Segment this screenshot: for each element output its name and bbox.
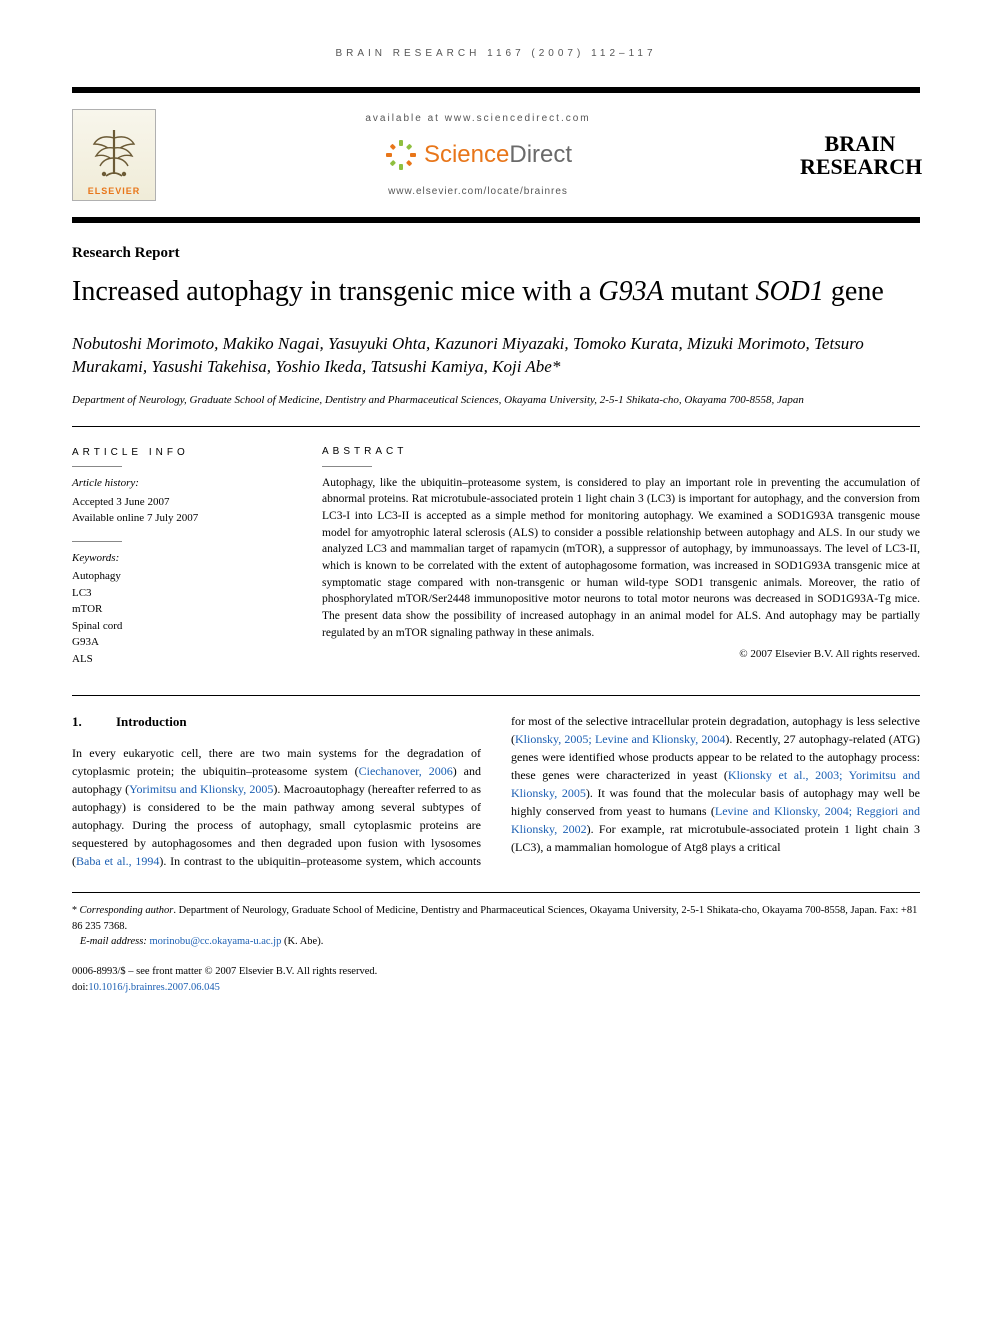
citation-link[interactable]: Klionsky, 2005; Levine and Klionsky, 200… [515, 732, 725, 746]
keyword: mTOR [72, 601, 282, 618]
star-icon: * [72, 905, 80, 916]
author-list: Nobutoshi Morimoto, Makiko Nagai, Yasuyu… [72, 333, 920, 379]
citation-link[interactable]: Baba et al., 1994 [76, 854, 159, 868]
authors-text: Nobutoshi Morimoto, Makiko Nagai, Yasuyu… [72, 334, 864, 376]
keywords-heading: Keywords: [72, 550, 282, 567]
journal-title-line1: BRAIN [800, 132, 920, 155]
abstract-divider [322, 466, 372, 467]
email-line: E-mail address: morinobu@cc.okayama-u.ac… [72, 934, 920, 950]
keyword: ALS [72, 651, 282, 668]
front-matter: 0006-8993/$ – see front matter © 2007 El… [72, 964, 920, 996]
doi-label: doi: [72, 982, 88, 993]
doi-link[interactable]: 10.1016/j.brainres.2007.06.045 [88, 982, 220, 993]
title-g93a: G93A [598, 276, 663, 307]
article-info: ARTICLE INFO Article history: Accepted 3… [72, 445, 282, 667]
abstract-text: Autophagy, like the ubiquitin–proteasome… [322, 475, 920, 642]
keyword: Spinal cord [72, 618, 282, 635]
abstract-heading: ABSTRACT [322, 445, 920, 460]
accepted-date: Accepted 3 June 2007 [72, 494, 282, 511]
email-link[interactable]: morinobu@cc.okayama-u.ac.jp [149, 936, 281, 947]
keyword: Autophagy [72, 568, 282, 585]
article-history-heading: Article history: [72, 475, 282, 492]
journal-title-box: BRAIN RESEARCH [800, 132, 920, 178]
sd-word-direct: Direct [509, 141, 572, 168]
title-part-1: Increased autophagy in transgenic mice w… [72, 276, 598, 307]
online-date: Available online 7 July 2007 [72, 510, 282, 527]
doi-line: doi:10.1016/j.brainres.2007.06.045 [72, 980, 920, 996]
sciencedirect-burst-icon [384, 138, 418, 172]
sciencedirect-logo: ScienceDirect [384, 138, 572, 172]
locate-url: www.elsevier.com/locate/brainres [176, 186, 780, 197]
article-info-heading: ARTICLE INFO [72, 445, 282, 460]
sciencedirect-text: ScienceDirect [424, 141, 572, 169]
report-type: Research Report [72, 245, 920, 262]
journal-header: ELSEVIER available at www.sciencedirect.… [72, 87, 920, 223]
available-at: available at www.sciencedirect.com [176, 113, 780, 124]
running-head: BRAIN RESEARCH 1167 (2007) 112–117 [72, 48, 920, 59]
elsevier-logo: ELSEVIER [72, 109, 156, 201]
title-sod1: SOD1 [755, 276, 823, 307]
citation-link[interactable]: Ciechanover, 2006 [359, 764, 453, 778]
intro-paragraph: In every eukaryotic cell, there are two … [72, 712, 920, 870]
section-heading: 1.Introduction [72, 712, 481, 732]
citation-link[interactable]: Yorimitsu and Klionsky, 2005 [129, 782, 273, 796]
abstract: ABSTRACT Autophagy, like the ubiquitin–p… [322, 445, 920, 667]
section-number: 1. [72, 712, 116, 732]
journal-title-line2: RESEARCH [800, 155, 920, 178]
keyword: LC3 [72, 585, 282, 602]
affiliation: Department of Neurology, Graduate School… [72, 393, 920, 408]
sd-word-science: Science [424, 141, 509, 168]
front-matter-line: 0006-8993/$ – see front matter © 2007 El… [72, 964, 920, 980]
meta-divider-2 [72, 541, 122, 542]
corr-star: * [552, 357, 561, 376]
footnotes: * Corresponding author. Department of Ne… [72, 892, 920, 950]
corr-label: Corresponding author [80, 905, 174, 916]
body-text: 1.Introduction In every eukaryotic cell,… [72, 695, 920, 870]
article-meta-row: ARTICLE INFO Article history: Accepted 3… [72, 426, 920, 667]
article-title: Increased autophagy in transgenic mice w… [72, 274, 920, 309]
elsevier-wordmark: ELSEVIER [88, 186, 141, 196]
section-title: Introduction [116, 714, 187, 729]
email-label: E-mail address: [80, 936, 147, 947]
corresponding-author: * Corresponding author. Department of Ne… [72, 903, 920, 935]
corr-text: . Department of Neurology, Graduate Scho… [72, 905, 917, 932]
keyword: G93A [72, 634, 282, 651]
email-who: (K. Abe). [281, 936, 323, 947]
title-part-3: gene [824, 276, 884, 307]
abstract-copyright: © 2007 Elsevier B.V. All rights reserved… [322, 647, 920, 663]
title-part-2: mutant [664, 276, 756, 307]
elsevier-tree-icon [84, 124, 144, 184]
meta-divider-1 [72, 466, 122, 467]
header-center: available at www.sciencedirect.com Scien… [176, 113, 780, 197]
